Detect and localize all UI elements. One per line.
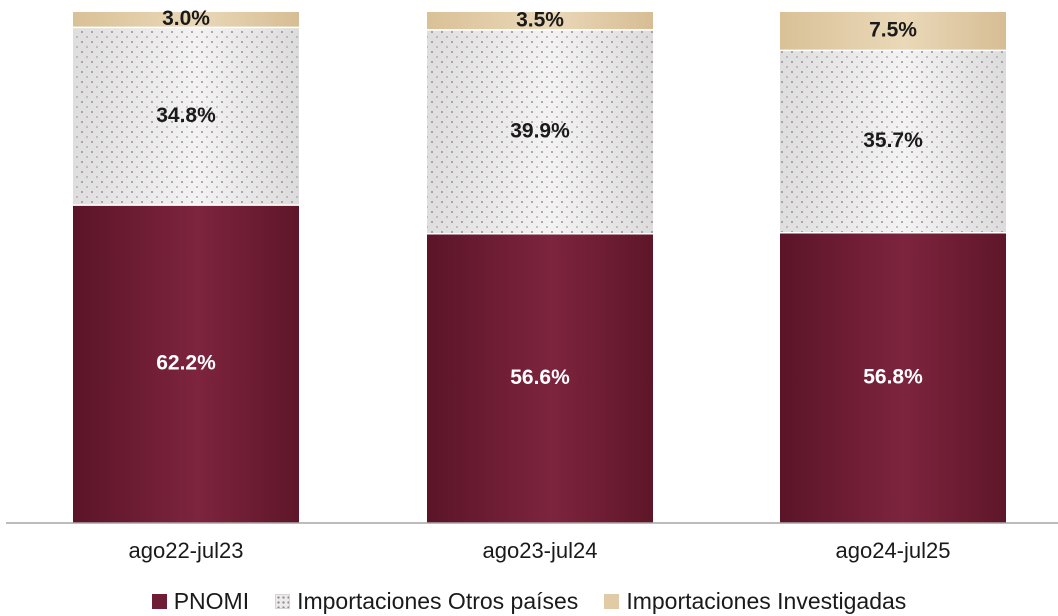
- legend-label-otros-paises: Importaciones Otros países: [297, 587, 579, 614]
- bar-segment-investigadas: [73, 12, 299, 28]
- legend-swatch-investigadas: [604, 593, 620, 609]
- legend-swatch-otros-paises: [275, 593, 291, 609]
- data-label-otros-paises: 34.8%: [156, 104, 216, 127]
- bar-segment-pattern-otros-paises: [427, 29, 653, 234]
- legend-item-pnomi: PNOMI: [151, 587, 250, 615]
- x-tick-label: ago23-jul24: [483, 538, 598, 563]
- chart-legend: PNOMI Importaciones Otros países Importa…: [0, 586, 1058, 616]
- legend-swatch-pnomi: [151, 593, 167, 609]
- bar-segment-pattern-otros-paises: [780, 50, 1006, 233]
- bar-segment-pattern-otros-paises: [73, 27, 299, 206]
- bar-segment-investigadas: [427, 12, 653, 30]
- legend-item-otros-paises: Importaciones Otros países: [275, 588, 578, 615]
- data-label-otros-paises: 35.7%: [863, 129, 923, 152]
- legend-label-pnomi: PNOMI: [173, 587, 250, 614]
- data-label-pnomi: 62.2%: [156, 352, 216, 375]
- data-label-pnomi: 56.6%: [510, 366, 570, 389]
- data-label-investigadas: 7.5%: [869, 19, 917, 42]
- bar-segment-pnomi: [427, 233, 653, 524]
- data-label-pnomi: 56.8%: [863, 365, 923, 388]
- bar-segment-pnomi: [780, 232, 1006, 523]
- data-label-investigadas: 3.5%: [516, 8, 564, 31]
- x-tick-label: ago22-jul23: [129, 538, 244, 563]
- bar-segment-investigadas: [780, 12, 1006, 51]
- legend-label-investigadas: Importaciones Investigadas: [626, 587, 907, 614]
- bar-segment-pnomi: [73, 205, 299, 523]
- x-tick-label: ago24-jul25: [836, 538, 951, 563]
- legend-item-investigadas: Importaciones Investigadas: [604, 588, 906, 615]
- data-label-otros-paises: 39.9%: [510, 119, 570, 142]
- data-label-investigadas: 3.0%: [162, 7, 210, 30]
- stacked-bar-chart: 62.2% 34.8% 3.0% ago22-jul23 56.6% 39.9% 3.5% a…: [6, 7, 1058, 563]
